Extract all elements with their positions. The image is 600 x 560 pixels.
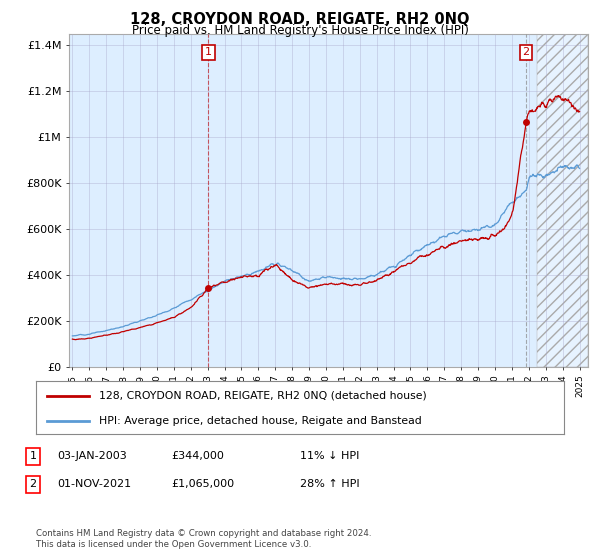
Bar bbox=[537, 34, 588, 367]
Text: 128, CROYDON ROAD, REIGATE, RH2 0NQ: 128, CROYDON ROAD, REIGATE, RH2 0NQ bbox=[130, 12, 470, 27]
Text: 2: 2 bbox=[523, 48, 530, 57]
Text: 1: 1 bbox=[205, 48, 212, 57]
Text: £344,000: £344,000 bbox=[171, 451, 224, 461]
Text: Price paid vs. HM Land Registry's House Price Index (HPI): Price paid vs. HM Land Registry's House … bbox=[131, 24, 469, 36]
Text: 128, CROYDON ROAD, REIGATE, RH2 0NQ (detached house): 128, CROYDON ROAD, REIGATE, RH2 0NQ (det… bbox=[100, 391, 427, 401]
Text: 28% ↑ HPI: 28% ↑ HPI bbox=[300, 479, 359, 489]
Text: 1: 1 bbox=[29, 451, 37, 461]
Text: HPI: Average price, detached house, Reigate and Banstead: HPI: Average price, detached house, Reig… bbox=[100, 416, 422, 426]
Bar bbox=[537, 34, 588, 367]
Text: Contains HM Land Registry data © Crown copyright and database right 2024.
This d: Contains HM Land Registry data © Crown c… bbox=[36, 529, 371, 549]
Text: £1,065,000: £1,065,000 bbox=[171, 479, 234, 489]
Text: 03-JAN-2003: 03-JAN-2003 bbox=[57, 451, 127, 461]
Text: 11% ↓ HPI: 11% ↓ HPI bbox=[300, 451, 359, 461]
Text: 01-NOV-2021: 01-NOV-2021 bbox=[57, 479, 131, 489]
Text: 2: 2 bbox=[29, 479, 37, 489]
